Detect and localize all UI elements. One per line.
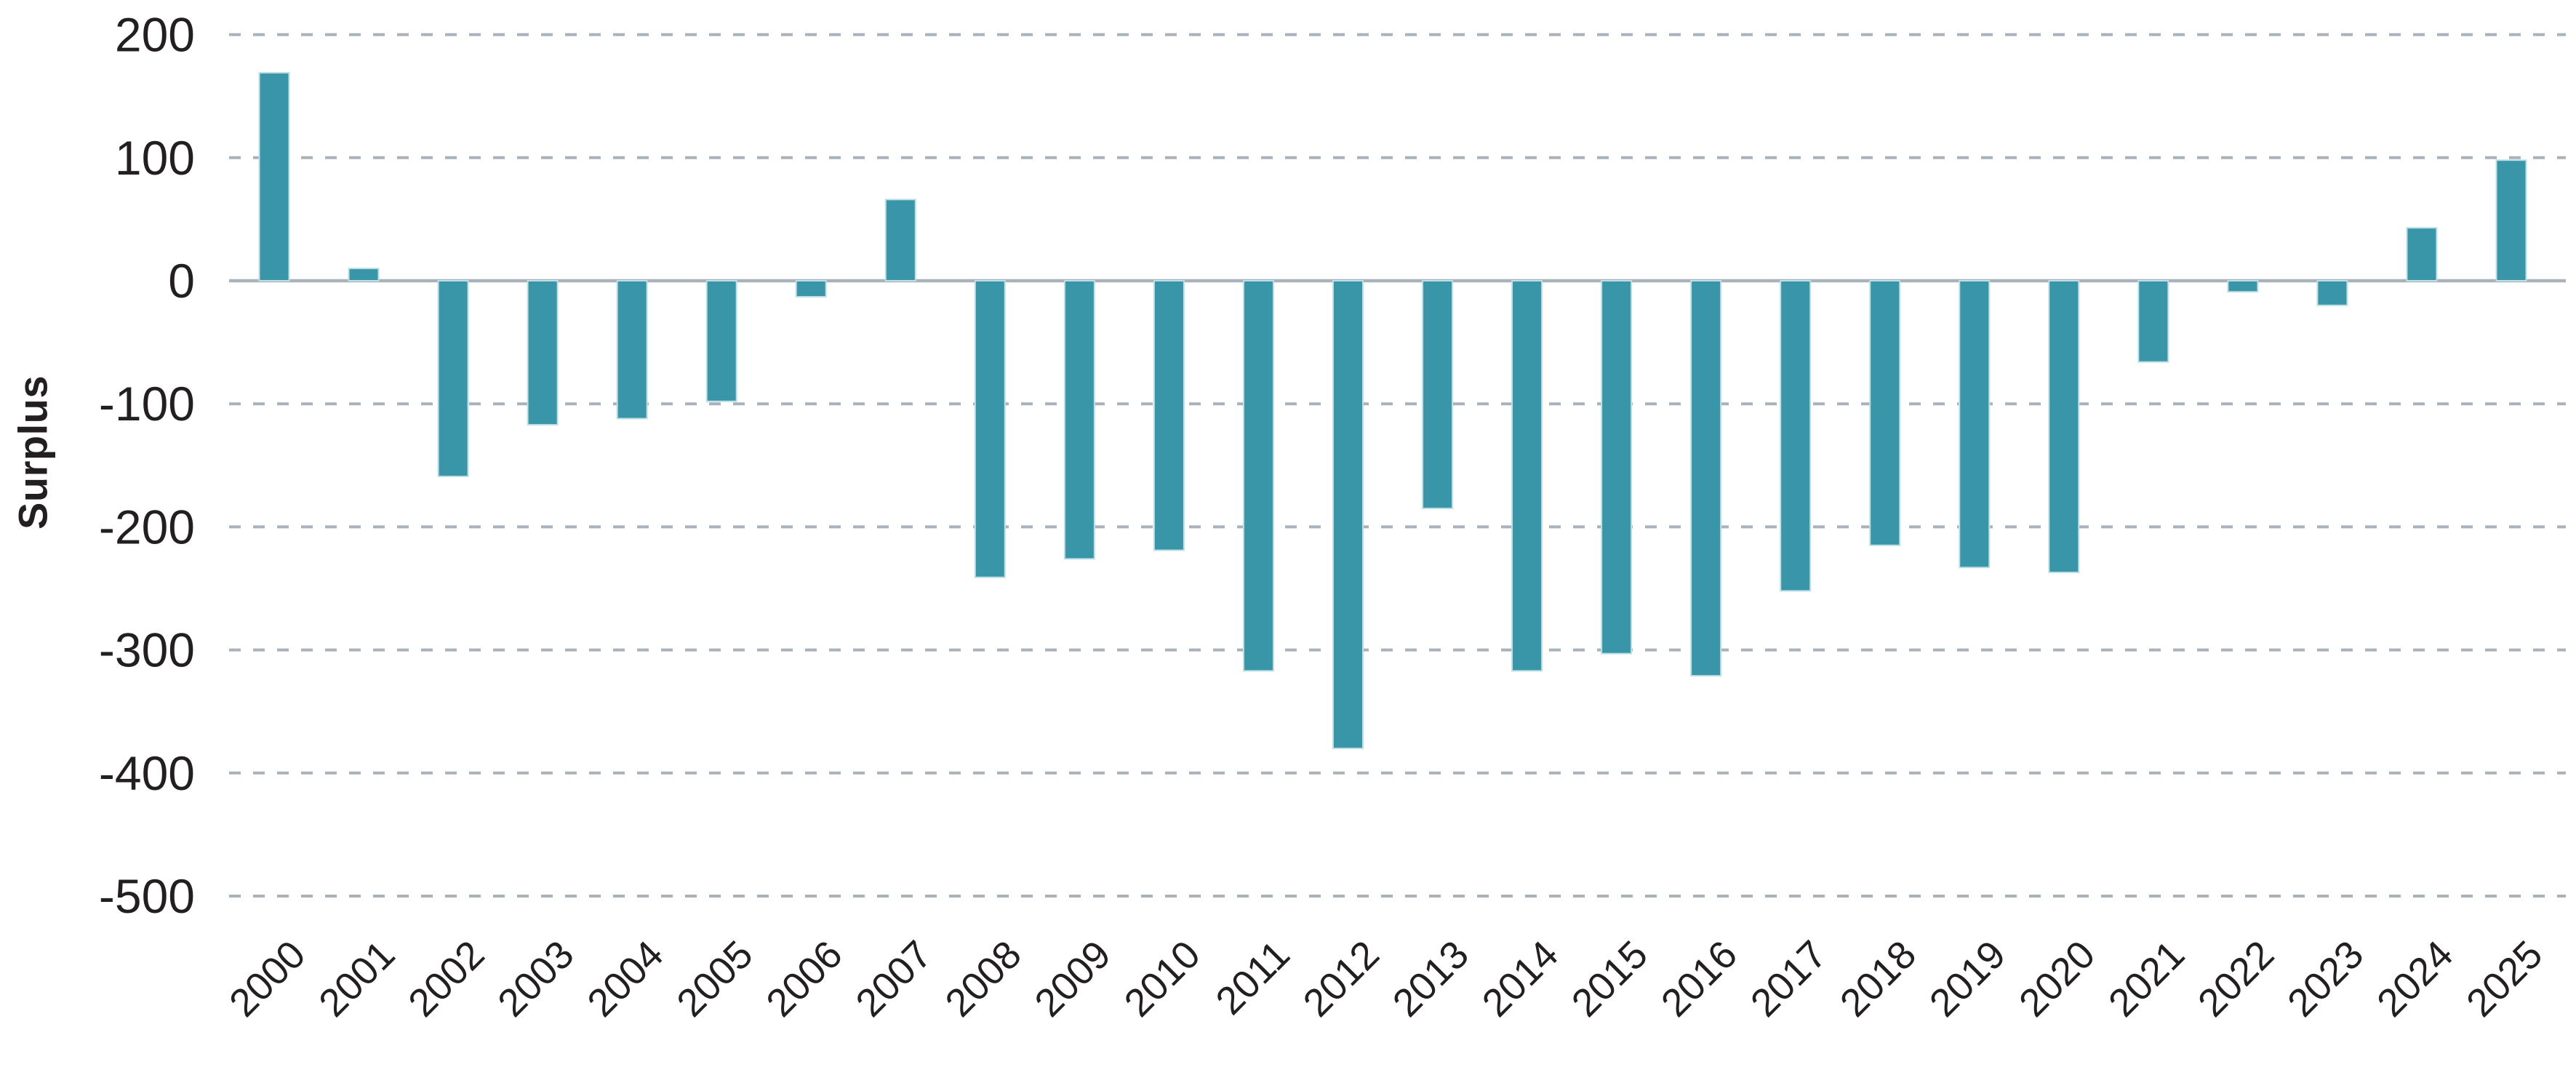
y-tick-label-200: 200 — [115, 8, 195, 62]
x-tick-label-2016: 2016 — [1653, 932, 1745, 1025]
x-tick-label-2025: 2025 — [2458, 932, 2551, 1025]
bar-2006 — [795, 280, 827, 297]
bar-2022 — [2227, 280, 2259, 293]
bar-2000 — [258, 72, 290, 281]
y-tick-label--300: -300 — [99, 623, 195, 677]
x-tick-label-2015: 2015 — [1564, 932, 1656, 1025]
x-tick-label-2003: 2003 — [489, 932, 582, 1025]
x-tick-label-2020: 2020 — [2011, 932, 2103, 1025]
y-tick-label--200: -200 — [99, 500, 195, 554]
x-tick-label-2006: 2006 — [758, 932, 850, 1025]
x-tick-label-2021: 2021 — [2100, 932, 2193, 1025]
bar-2015 — [1601, 280, 1633, 655]
bar-2003 — [527, 280, 559, 425]
bar-2008 — [974, 280, 1006, 578]
x-tick-label-2004: 2004 — [579, 932, 671, 1025]
bar-2009 — [1063, 280, 1095, 560]
bar-2017 — [1780, 280, 1812, 592]
x-tick-label-2023: 2023 — [2279, 932, 2372, 1025]
bar-2016 — [1690, 280, 1722, 677]
bar-2014 — [1511, 280, 1543, 672]
x-tick-label-2022: 2022 — [2190, 932, 2282, 1025]
bar-2013 — [1422, 280, 1454, 510]
x-tick-label-2011: 2011 — [1207, 932, 1298, 1023]
x-tick-label-2019: 2019 — [1921, 932, 2014, 1025]
x-tick-label-2010: 2010 — [1116, 932, 1209, 1025]
bar-2020 — [2048, 280, 2080, 574]
bar-2019 — [1959, 280, 1991, 569]
x-tick-label-2001: 2001 — [311, 932, 403, 1025]
x-tick-label-2014: 2014 — [1474, 932, 1567, 1025]
bar-2023 — [2316, 280, 2348, 306]
bar-2018 — [1869, 280, 1901, 546]
bar-2001 — [348, 268, 380, 281]
x-tick-label-2005: 2005 — [668, 932, 761, 1025]
bar-2007 — [884, 199, 916, 281]
y-tick-label--500: -500 — [99, 869, 195, 923]
bar-2025 — [2495, 159, 2527, 281]
x-tick-label-2018: 2018 — [1832, 932, 1924, 1025]
bar-2010 — [1153, 280, 1185, 551]
bar-2021 — [2137, 280, 2169, 363]
x-tick-label-2002: 2002 — [400, 932, 492, 1025]
bar-2024 — [2406, 227, 2438, 281]
x-tick-label-2017: 2017 — [1743, 932, 1835, 1025]
x-tick-label-2024: 2024 — [2369, 932, 2461, 1025]
x-tick-label-2000: 2000 — [221, 932, 313, 1025]
bar-2011 — [1242, 280, 1274, 672]
bar-2005 — [705, 280, 737, 402]
bar-2004 — [616, 280, 648, 420]
bar-2002 — [437, 280, 469, 478]
x-tick-label-2008: 2008 — [937, 932, 1029, 1025]
x-tick-label-2013: 2013 — [1385, 932, 1477, 1025]
y-tick-label-0: 0 — [168, 254, 195, 308]
x-tick-label-2012: 2012 — [1295, 932, 1388, 1025]
y-tick-label--100: -100 — [99, 377, 195, 431]
y-tick-label-100: 100 — [115, 131, 195, 185]
y-tick-label--400: -400 — [99, 746, 195, 800]
x-tick-label-2007: 2007 — [847, 932, 940, 1025]
bar-2012 — [1332, 280, 1364, 749]
x-tick-label-2009: 2009 — [1026, 932, 1119, 1025]
